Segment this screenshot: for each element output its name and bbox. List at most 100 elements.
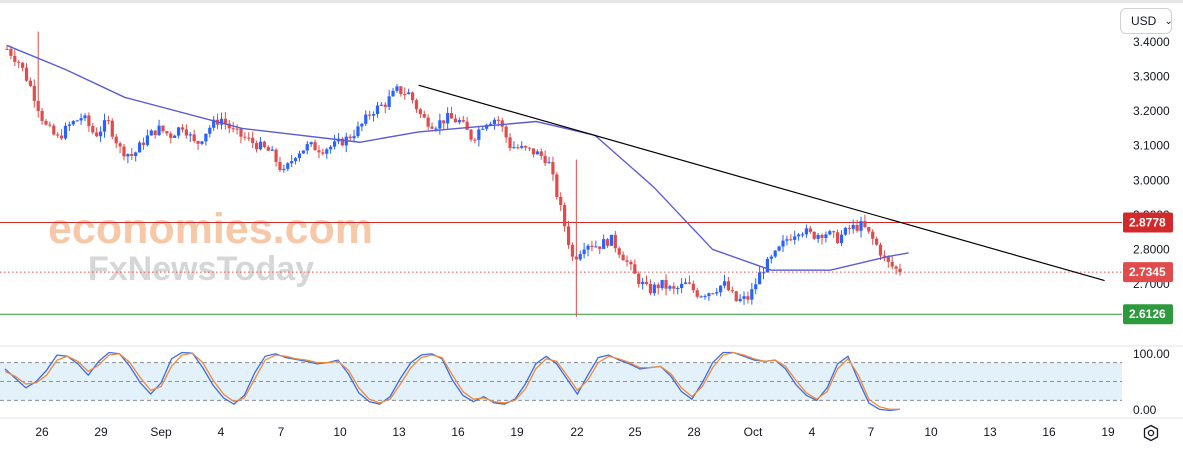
candle-body (598, 246, 602, 249)
candle-body (149, 130, 153, 136)
candle-body (676, 288, 680, 290)
candle-body (621, 254, 625, 261)
candle-body (582, 249, 586, 255)
time-tick-label: Sep (150, 425, 172, 439)
candle-body (738, 298, 742, 302)
candle-body (605, 239, 610, 246)
candle-body (28, 80, 32, 86)
candle-body (687, 282, 692, 284)
candle-body (832, 231, 836, 233)
candle-body (800, 234, 805, 236)
time-tick-label: 4 (809, 425, 816, 439)
osc-tick-label: 100.00 (1133, 347, 1170, 361)
candle-body (660, 279, 664, 289)
candle-body (329, 146, 333, 150)
candle-body (368, 114, 372, 116)
candle-body (808, 228, 812, 232)
candle-body (672, 286, 676, 289)
candle-body (504, 126, 508, 138)
candle-body (379, 104, 383, 106)
level-price-badge (1123, 262, 1173, 283)
candle-body (641, 281, 645, 285)
candle-body (301, 150, 305, 154)
candle-body (391, 90, 395, 97)
candle-body (200, 141, 204, 144)
candle-body (360, 123, 364, 127)
candle-body (438, 120, 442, 129)
candle-body (851, 224, 855, 229)
candle-body (773, 250, 777, 257)
price-axis[interactable]: 3.40003.30003.20003.10003.00002.90002.80… (1123, 35, 1173, 325)
candle-body (180, 127, 185, 130)
candle-body (95, 132, 99, 137)
candle-body (157, 125, 161, 136)
candle-body (52, 125, 56, 135)
candle-body (130, 154, 134, 156)
price-tick-label: 3.2000 (1133, 104, 1170, 118)
candle-body (820, 234, 824, 238)
candle-body (871, 231, 875, 239)
candle-body (461, 120, 465, 122)
candle-body (317, 150, 321, 153)
candle-body (488, 123, 493, 125)
level-price-badge (1123, 304, 1173, 325)
top-border (0, 0, 1183, 3)
price-tick-label: 3.1000 (1133, 139, 1170, 153)
candle-body (890, 261, 894, 267)
candle-body (563, 205, 567, 227)
candle-body (613, 234, 617, 249)
candle-body (512, 147, 516, 149)
watermark: economies.com FxNewsToday (48, 205, 373, 288)
candle-body (594, 246, 598, 248)
candle-body (750, 289, 754, 300)
candle-body (212, 119, 216, 128)
candle-body (586, 245, 590, 250)
candle-body (761, 272, 766, 274)
candle-body (204, 133, 208, 142)
stochastic-pane: 100.00 0.00 (0, 345, 1183, 417)
candle-body (758, 272, 762, 285)
candle-body (297, 153, 302, 159)
candle-body (399, 86, 403, 95)
candle-body (457, 120, 461, 123)
candle-body (243, 136, 247, 138)
candle-body (145, 135, 149, 145)
candle-body (247, 137, 251, 139)
candle-body (309, 142, 313, 145)
candle-body (703, 296, 707, 298)
candle-body (32, 85, 36, 101)
currency-selector[interactable]: USD ⌄ (1120, 8, 1173, 34)
candle-body (410, 92, 415, 101)
candle-body (340, 138, 344, 146)
candle-body (754, 284, 758, 290)
candle-body (894, 266, 898, 269)
candle-body (465, 121, 469, 130)
candle-body (219, 118, 224, 125)
candle-body (446, 113, 450, 124)
candle-body (711, 293, 715, 295)
candle-body (859, 221, 863, 231)
time-tick-label: 19 (1101, 425, 1115, 439)
candle-body (79, 118, 83, 121)
candle-body (633, 264, 637, 274)
candle-body (527, 147, 532, 149)
candle-body (574, 256, 578, 260)
time-tick-label: 4 (218, 425, 225, 439)
candle-body (481, 128, 485, 130)
time-tick-label: 13 (392, 425, 406, 439)
candle-body (278, 161, 282, 170)
candle-body (141, 142, 146, 145)
candle-body (602, 239, 606, 249)
time-axis[interactable]: 26 29 Sep 4 7 10 13 16 19 22 25 28 Oct 4 7 10 13 16 19 (0, 417, 1183, 439)
candle-body (223, 118, 227, 124)
candle-body (875, 238, 879, 245)
candle-body (403, 94, 407, 96)
candle-body (176, 127, 181, 136)
candle-body (418, 109, 422, 115)
gear-icon[interactable] (1142, 424, 1160, 442)
candle-body (332, 141, 337, 147)
candle-body (20, 62, 25, 68)
candle-body (102, 120, 107, 132)
candle-body (485, 124, 489, 129)
